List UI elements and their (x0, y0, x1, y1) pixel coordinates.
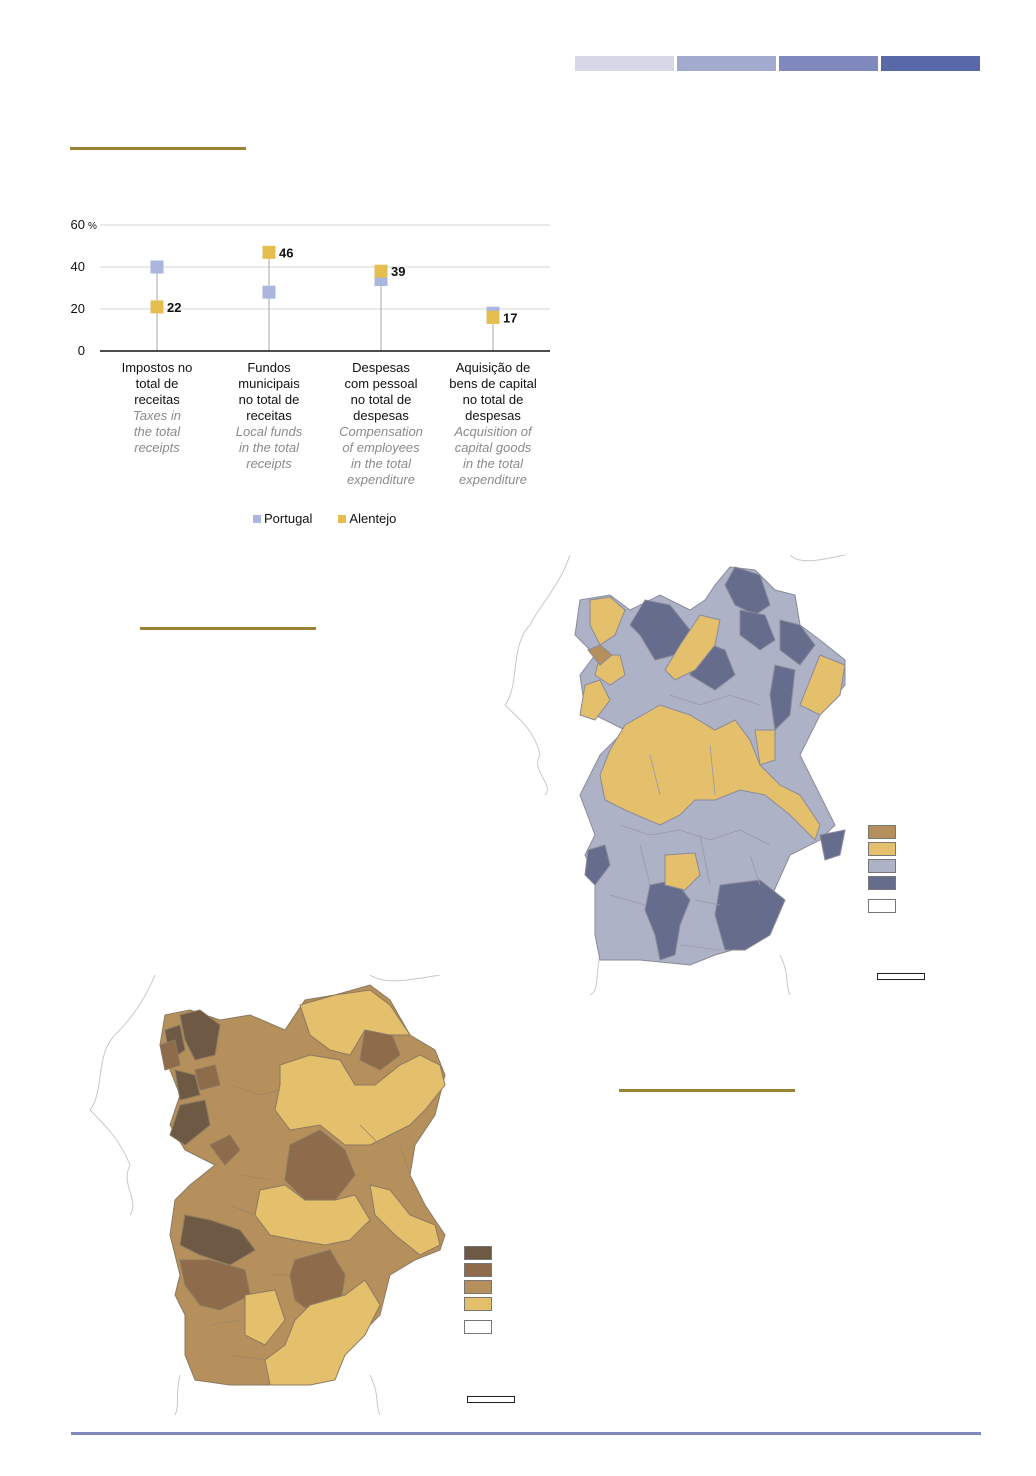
legend-label-alentejo: Alentejo (349, 511, 397, 526)
data-label-alentejo-3: 39 (391, 264, 405, 279)
y-tick-label-20: 20 (71, 301, 85, 316)
section-rule-chart (70, 147, 246, 150)
data-label-alentejo-2: 46 (279, 245, 293, 260)
map-alentejo-bottom (89, 975, 446, 1415)
map-area-darkest-4 (169, 1099, 211, 1146)
category-label-pt-4: Aquisição de bens de capital no total de de… (449, 360, 537, 423)
map-top-scale-bar (877, 973, 925, 980)
marker-alentejo-3 (374, 264, 388, 278)
map-area-dark-10 (714, 879, 786, 951)
map-top-legend-swatch-5 (868, 899, 896, 913)
map-area-darkest-1 (179, 1009, 221, 1061)
map-top-legend-swatch-3 (868, 859, 896, 873)
category-label-en-3: Compensation of employees in the total expe… (339, 424, 423, 487)
section-rule-map-bottom (619, 1089, 795, 1092)
map-area-yellow-5 (799, 654, 846, 716)
map-area-dark-brown-6 (179, 1259, 251, 1311)
legend-swatch-alentejo (338, 514, 347, 523)
map-area-yellow-7 (754, 729, 776, 766)
map-area-darkest-5 (179, 1214, 256, 1266)
legend-label-portugal: Portugal (264, 511, 313, 526)
marker-portugal-2 (262, 285, 276, 299)
map-area-dark-1 (629, 599, 691, 661)
map-alentejo-top (504, 555, 846, 995)
header-bar-segment-4 (881, 56, 980, 71)
data-label-alentejo-1: 22 (167, 300, 181, 315)
marker-alentejo-2 (262, 245, 276, 259)
map-bottom-scale-bar (467, 1396, 515, 1403)
category-label-pt-3: Despesas com pessoal no total de despesas (344, 360, 418, 423)
y-tick-label-0: 0 (78, 343, 85, 358)
map-area-yellow-b1 (299, 989, 411, 1056)
category-label-pt-1: Impostos no total de receitas (121, 360, 193, 407)
data-label-alentejo-4: 17 (503, 310, 517, 325)
map-area-dark-7 (819, 829, 846, 861)
map-area-yellow-b6 (264, 1279, 381, 1386)
footer-rule (71, 1432, 981, 1435)
map-area-dark-8 (584, 844, 611, 886)
map-area-yellow-6 (599, 704, 821, 841)
map-area-yellow-b5 (244, 1289, 286, 1346)
header-bar-segment-1 (575, 56, 674, 71)
map-area-tan-1 (587, 644, 613, 666)
category-label-en-1: Taxes in the total receipts (133, 408, 181, 455)
map-area-yellow-b4 (369, 1184, 441, 1256)
legend-swatch-portugal (253, 514, 261, 523)
header-bar-segment-3 (779, 56, 878, 71)
map-area-dark-3 (739, 609, 776, 651)
map-area-dark-4 (779, 619, 816, 666)
map-area-dark-brown-5 (209, 1134, 241, 1166)
map-bottom-legend-swatch-2 (464, 1263, 492, 1277)
map-area-dark-6 (769, 664, 796, 732)
map-context-outline (504, 555, 846, 995)
map-area-yellow-b2 (274, 1054, 446, 1146)
map-top-legend-swatch-2 (868, 842, 896, 856)
dot-chart: 0 20 40 60 % 22 46 39 17 (71, 217, 550, 358)
map-area-yellow-3 (579, 679, 611, 721)
map-bottom-legend-swatch-1 (464, 1246, 492, 1260)
map-area-yellow-1 (589, 596, 626, 646)
map-area-darkest-3 (174, 1069, 201, 1101)
map-area-dark-brown-4 (284, 1129, 356, 1201)
map-municipal-borders-bottom (209, 1084, 411, 1361)
map-bottom-legend-swatch-3 (464, 1280, 492, 1294)
map-municipalities-bottom (159, 984, 446, 1386)
map-context-outline-bottom (89, 975, 441, 1415)
y-tick-label-60: 60 (71, 217, 85, 232)
map-municipalities (574, 566, 846, 966)
map-area-dark-brown-2 (194, 1064, 221, 1091)
category-label-en-2: Local funds in the total receipts (235, 424, 303, 471)
map-area-yellow-8 (664, 852, 701, 891)
map-area-yellow-4 (664, 614, 721, 681)
marker-portugal-1 (150, 260, 164, 274)
y-tick-label-40: 40 (71, 259, 85, 274)
marker-alentejo-4 (486, 310, 500, 324)
map-municipal-borders (609, 694, 771, 951)
map-top-legend-swatch-1 (868, 825, 896, 839)
chart-legend: Portugal Alentejo (253, 511, 396, 526)
map-area-dark-brown-1 (159, 1039, 181, 1071)
section-rule-map-top (140, 627, 316, 630)
header-color-bar (575, 56, 980, 71)
category-label-pt-2: Fundos municipais no total de receitas (238, 360, 300, 423)
map-top-legend-swatch-4 (868, 876, 896, 890)
category-label-en-4: Acquisition of capital goods in the total e… (454, 424, 532, 487)
map-bottom-legend-swatch-4 (464, 1297, 492, 1311)
y-unit-label: % (88, 221, 97, 232)
marker-alentejo-1 (150, 300, 164, 314)
map-area-yellow-b3 (254, 1184, 371, 1246)
map-bottom-legend-swatch-5 (464, 1320, 492, 1334)
header-bar-segment-2 (677, 56, 776, 71)
